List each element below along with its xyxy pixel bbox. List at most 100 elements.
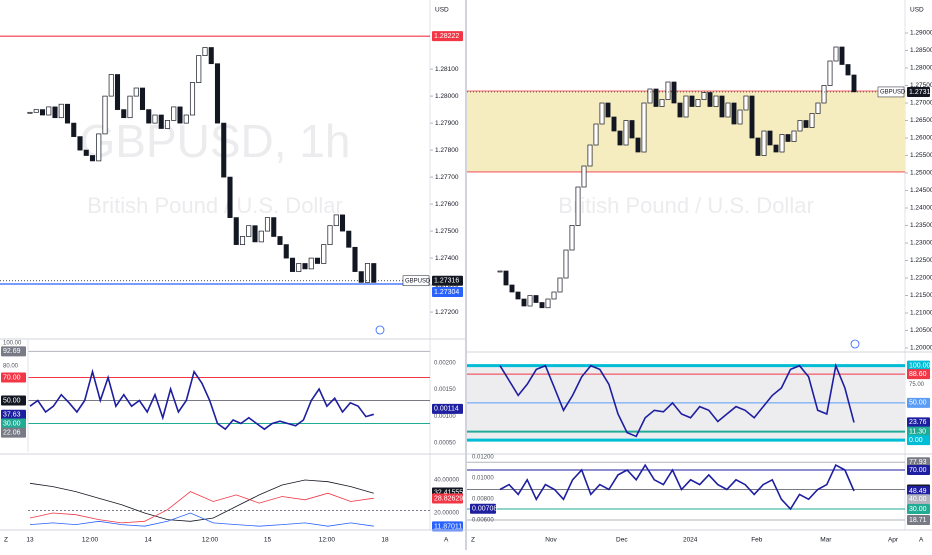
- candle: [659, 99, 665, 107]
- candle: [208, 47, 214, 65]
- candle: [605, 102, 611, 118]
- candle: [689, 95, 695, 107]
- candle: [233, 217, 239, 245]
- candle: [108, 74, 114, 97]
- candle: [569, 225, 575, 251]
- candle: [27, 111, 33, 114]
- value-badge-label: 1.27304: [434, 289, 459, 296]
- candle: [545, 298, 551, 309]
- time-label: Nov: [545, 537, 557, 544]
- candle: [271, 217, 277, 237]
- time-label: 18: [381, 537, 389, 544]
- value-badge-label: 37.63: [3, 412, 21, 419]
- candle: [39, 109, 46, 116]
- alert-icon[interactable]: [850, 339, 860, 349]
- value-badge: [907, 417, 930, 428]
- candle: [623, 120, 629, 146]
- candle: [833, 46, 839, 62]
- candle: [749, 95, 755, 139]
- value-badge: [432, 287, 463, 298]
- candle: [725, 102, 731, 118]
- indicator-line: [29, 368, 375, 431]
- candle: [252, 225, 258, 243]
- auto-button[interactable]: A: [444, 537, 449, 544]
- value-badge-label: 50.00: [3, 397, 21, 404]
- candle: [114, 74, 121, 110]
- y-tick-label: 1.26000: [910, 135, 932, 142]
- candle: [164, 120, 171, 129]
- value-badge-label: 0.00114: [434, 406, 459, 413]
- candle: [731, 102, 737, 125]
- y-tick-label: 20.00000: [434, 511, 460, 517]
- candle: [701, 92, 707, 100]
- zoom-button[interactable]: Z: [471, 537, 475, 544]
- value-badge-label: 11.87011: [434, 523, 462, 530]
- candle: [189, 82, 196, 116]
- y-tick-label: 1.23000: [910, 240, 932, 247]
- candle: [707, 92, 713, 107]
- time-label: 2024: [683, 537, 698, 544]
- value-badge: [907, 465, 930, 476]
- candle: [221, 122, 227, 178]
- candle: [202, 47, 208, 56]
- y-tick-label: 1.27800: [435, 147, 459, 154]
- candle: [89, 155, 96, 162]
- y-tick-label: 100.00: [3, 341, 22, 347]
- watermark-description: British Pound / U.S. Dollar: [87, 193, 343, 218]
- candle: [302, 263, 308, 270]
- candle: [845, 64, 851, 76]
- candle: [277, 236, 283, 245]
- zoom-button[interactable]: Z: [4, 537, 8, 544]
- candle: [839, 46, 845, 65]
- alert-icon[interactable]: [375, 325, 385, 335]
- candle: [743, 95, 749, 111]
- value-badge: [432, 275, 463, 286]
- panel-divider: [465, 0, 467, 550]
- candle: [214, 63, 221, 124]
- candle: [152, 114, 158, 124]
- candle: [677, 102, 683, 118]
- value-badge: [907, 435, 930, 446]
- value-badge-label: 30.00: [3, 420, 21, 427]
- watermark-description: British Pound / U.S. Dollar: [558, 193, 814, 218]
- candle: [515, 291, 521, 300]
- value-badge: [1, 427, 26, 438]
- candle: [533, 295, 539, 303]
- value-badge-label: 1.27316: [909, 89, 932, 96]
- candle: [575, 186, 581, 226]
- candle: [737, 109, 743, 125]
- y-tick-label: 1.21500: [910, 292, 932, 299]
- symbol-tag: [402, 275, 430, 287]
- y-tick-label: 1.29000: [910, 30, 932, 37]
- candle: [239, 236, 246, 245]
- candle: [803, 120, 809, 128]
- y-tick-label: 1.28000: [435, 93, 459, 100]
- candle: [815, 102, 821, 114]
- time-label: 14: [145, 537, 153, 544]
- candle: [647, 88, 653, 104]
- value-badge-label: 70.00: [909, 467, 927, 474]
- candle: [809, 113, 815, 128]
- candle: [593, 123, 599, 146]
- candle: [177, 106, 183, 124]
- value-badge: [432, 493, 463, 504]
- candle: [102, 95, 108, 135]
- value-badge-label: 23.76: [909, 419, 927, 426]
- indicator-line: [29, 491, 374, 524]
- candle: [196, 55, 202, 83]
- candle: [227, 176, 233, 218]
- y-tick-label: 40.00000: [434, 478, 460, 484]
- y-tick-label: 1.23500: [910, 222, 932, 229]
- y-tick-label: 75.00: [909, 382, 925, 388]
- watermark-symbol: GBPUSD, 1h: [80, 115, 351, 167]
- value-badge: [1, 409, 26, 420]
- y-tick-label: 1.27500: [435, 228, 459, 235]
- candle: [665, 81, 671, 100]
- indicator-line: [499, 463, 855, 511]
- candle: [314, 257, 321, 264]
- candle: [333, 214, 339, 227]
- auto-button[interactable]: A: [919, 537, 924, 544]
- candle: [503, 270, 509, 286]
- candle: [139, 87, 146, 110]
- value-badge-label: 22.06: [3, 429, 21, 436]
